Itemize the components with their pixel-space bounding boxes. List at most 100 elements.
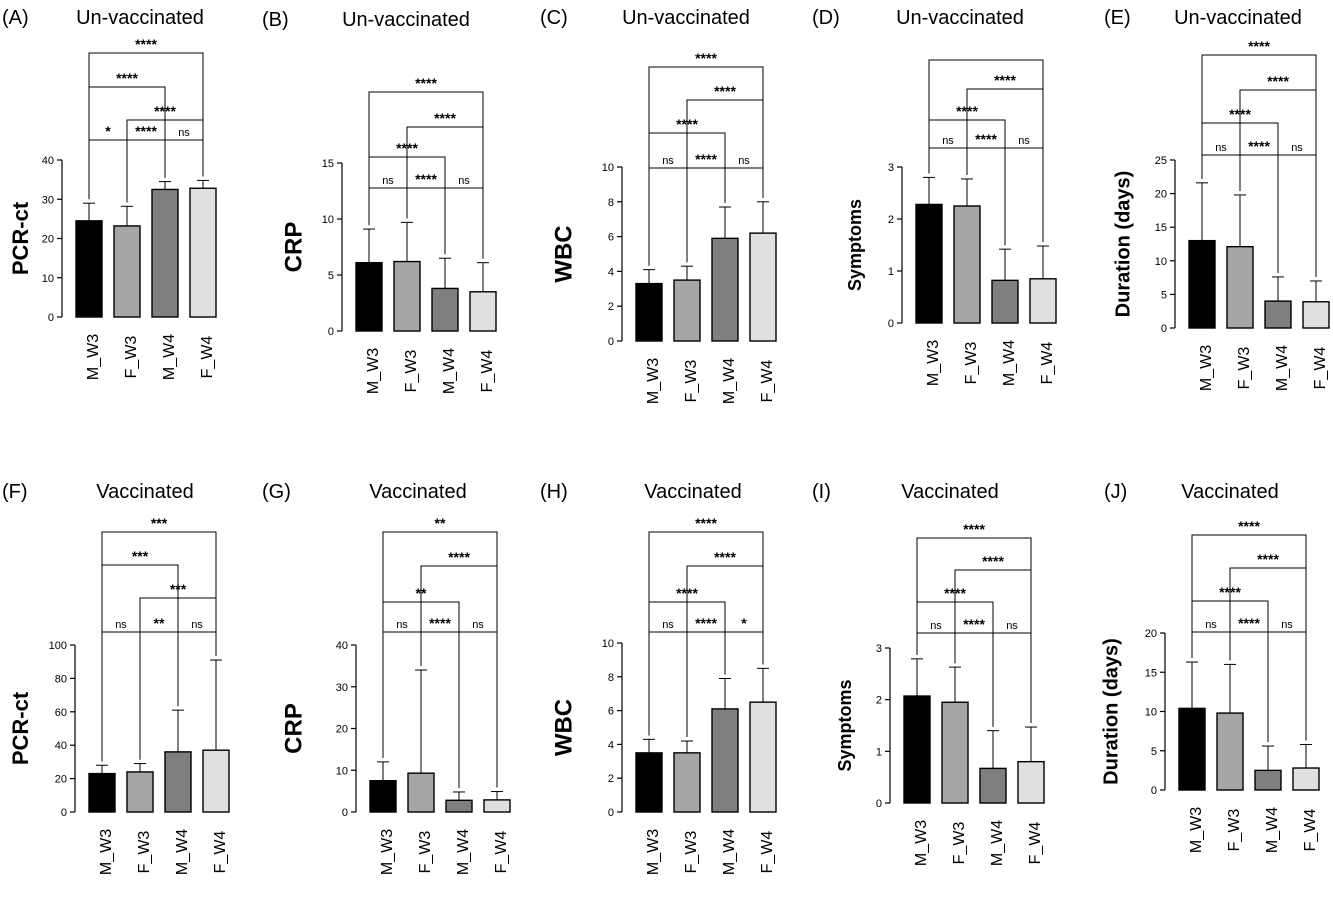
y-tick-label: 30 xyxy=(336,682,348,694)
significance-label: **** xyxy=(676,116,698,132)
y-tick-label: 10 xyxy=(602,162,614,174)
bar-f-w3 xyxy=(126,771,154,813)
significance-label: * xyxy=(741,615,747,631)
significance-bracket xyxy=(101,531,217,762)
y-tick-label: 8 xyxy=(608,672,614,684)
bar-f-w3 xyxy=(673,752,701,813)
x-tick-label: F_W4 xyxy=(479,350,496,393)
bar-f-w3 xyxy=(953,205,981,324)
panel-g: (G) Vaccinated 0 10 20 30 40 CRP M_W3 F_W3 M_W4 F_W… xyxy=(262,481,511,875)
bar-m-w4 xyxy=(164,751,192,813)
significance-label: *** xyxy=(132,548,149,564)
panel-letter: (B) xyxy=(262,9,289,31)
significance-label: ns xyxy=(942,135,954,147)
significance-label: **** xyxy=(963,616,985,632)
y-tick-label: 2 xyxy=(888,214,894,226)
y-tick-label: 6 xyxy=(608,706,614,718)
bar-m-w4 xyxy=(1254,769,1282,791)
x-tick-label: F_W4 xyxy=(759,360,776,403)
significance-label: **** xyxy=(1257,551,1279,567)
x-tick-label: F_W3 xyxy=(403,350,420,393)
y-axis-label: WBC xyxy=(550,699,577,756)
significance-bracket xyxy=(992,632,1032,727)
x-tick-label: F_W4 xyxy=(1302,809,1319,852)
panel-f: (F) Vaccinated 0 20 40 60 80 100 PCR-ct M_W3 F_W3 M… xyxy=(2,481,230,875)
significance-label: **** xyxy=(135,123,157,139)
x-tick-label: M_W3 xyxy=(913,820,930,866)
significance-label: **** xyxy=(1267,73,1289,89)
y-tick-label: 60 xyxy=(55,707,67,719)
y-tick-label: 4 xyxy=(608,266,614,278)
panel-title: Vaccinated xyxy=(644,481,741,503)
bar-m-w3 xyxy=(75,220,103,318)
y-tick-label: 2 xyxy=(608,301,614,313)
x-tick-label: M_W3 xyxy=(645,358,662,404)
y-tick-label: 10 xyxy=(1145,707,1157,719)
y-axis-label: Duration (days) xyxy=(1100,638,1122,785)
bar-f-w3 xyxy=(1216,712,1244,791)
x-tick-label: F_W4 xyxy=(493,831,510,874)
y-tick-label: 0 xyxy=(608,807,614,819)
significance-label: **** xyxy=(982,553,1004,569)
panel-letter: (E) xyxy=(1104,7,1131,29)
y-tick-label: 25 xyxy=(1155,155,1167,167)
significance-bracket xyxy=(1201,54,1317,277)
significance-label: ns xyxy=(1006,620,1018,632)
y-tick-label: 2 xyxy=(876,695,882,707)
significance-label: ns xyxy=(1018,135,1030,147)
panel-title: Un-vaccinated xyxy=(622,7,750,29)
x-tick-label: F_W3 xyxy=(963,342,980,385)
significance-label: **** xyxy=(963,521,985,537)
panel-i: (I) Vaccinated 0 1 2 3 Symptoms M_W3 F_W3 M_W4 F_W… xyxy=(812,481,1045,866)
significance-bracket xyxy=(1201,154,1241,191)
x-tick-label: M_W4 xyxy=(441,348,458,394)
y-axis-label: CRP xyxy=(280,222,307,273)
significance-label: ns xyxy=(1281,619,1293,631)
x-tick-label: F_W3 xyxy=(1236,347,1253,390)
significance-label: **** xyxy=(1219,584,1241,600)
significance-label: **** xyxy=(135,36,157,52)
bar-f-w4 xyxy=(189,187,217,318)
panel-letter: (I) xyxy=(812,481,831,503)
bar-m-w3 xyxy=(1178,707,1206,791)
y-axis-label: Symptoms xyxy=(835,679,855,771)
significance-label: ns xyxy=(458,175,470,187)
significance-bracket xyxy=(444,187,484,259)
significance-bracket xyxy=(420,631,460,788)
panel-j: (J) Vaccinated 0 5 10 15 20 Duration (days) M_W3… xyxy=(1100,481,1320,853)
x-tick-label: M_W3 xyxy=(1198,345,1215,391)
bar-m-w3 xyxy=(915,203,943,324)
x-tick-label: F_W3 xyxy=(951,822,968,865)
significance-bracket xyxy=(101,631,141,762)
y-tick-label: 1 xyxy=(888,266,894,278)
y-axis-label: PCR-ct xyxy=(8,201,33,275)
y-tick-label: 20 xyxy=(1155,189,1167,201)
significance-label: ns xyxy=(1205,619,1217,631)
panel-title: Un-vaccinated xyxy=(342,9,470,31)
bar-f-w3 xyxy=(673,279,701,342)
significance-bracket xyxy=(928,59,1044,243)
significance-label: ns xyxy=(191,619,203,631)
bar-m-w3 xyxy=(369,779,397,813)
significance-label: ns xyxy=(1291,142,1303,154)
bar-m-w4 xyxy=(979,767,1007,804)
x-tick-label: F_W3 xyxy=(136,831,153,874)
significance-bracket xyxy=(724,167,764,204)
y-tick-label: 0 xyxy=(888,318,894,330)
bar-f-w4 xyxy=(1029,278,1057,324)
significance-label: ns xyxy=(1215,142,1227,154)
y-tick-label: 0 xyxy=(328,326,334,338)
significance-label: **** xyxy=(1248,38,1270,54)
y-tick-label: 10 xyxy=(322,214,334,226)
x-tick-label: F_W4 xyxy=(199,336,216,379)
y-tick-label: 20 xyxy=(55,774,67,786)
significance-label: **** xyxy=(695,151,717,167)
bar-f-w4 xyxy=(483,799,511,813)
significance-label: ns xyxy=(115,619,127,631)
y-tick-label: 15 xyxy=(322,158,334,170)
y-tick-label: 5 xyxy=(328,270,334,282)
significance-label: ** xyxy=(435,515,446,531)
y-tick-label: 6 xyxy=(608,232,614,244)
significance-label: **** xyxy=(676,585,698,601)
